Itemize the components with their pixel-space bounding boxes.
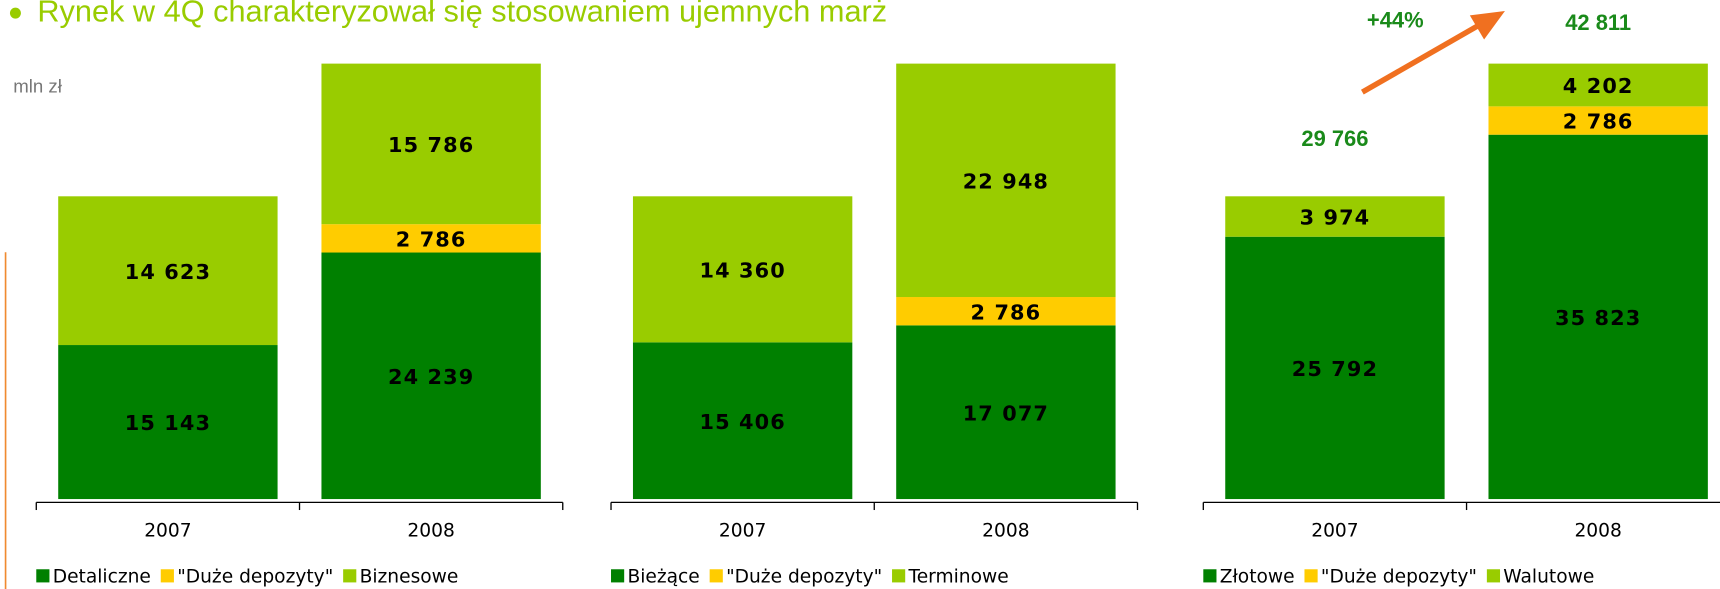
legend-label: Biznesowe — [360, 566, 459, 587]
legend-swatch — [1203, 569, 1217, 583]
bar-segment — [1488, 134, 1708, 500]
bar-segment — [321, 224, 541, 253]
unit-label: mln zł — [13, 76, 62, 97]
growth-arrow — [1360, 21, 1483, 95]
bar-segment — [321, 252, 541, 500]
bar-segment — [632, 196, 853, 343]
value-label: 14 623 — [125, 260, 211, 284]
legend-swatch — [1304, 569, 1318, 583]
value-label: 15 143 — [125, 411, 211, 435]
legend-swatch — [611, 569, 625, 583]
growth-annotation: +44% — [1367, 8, 1424, 33]
value-label: 15 406 — [699, 410, 785, 434]
value-label: 15 786 — [388, 133, 474, 157]
value-label: 24 239 — [388, 365, 474, 389]
x-tick-label: 2008 — [407, 520, 454, 541]
arrow-head — [1469, 10, 1505, 40]
x-tick-label: 2007 — [719, 520, 766, 541]
legend-label: "Duże depozyty" — [726, 566, 882, 587]
legend-swatch — [160, 569, 174, 583]
bar-segment — [896, 63, 1116, 298]
legend-swatch — [709, 569, 723, 583]
x-tick-label: 2007 — [144, 520, 191, 541]
bar-segment — [896, 297, 1116, 326]
value-label: 22 948 — [963, 170, 1049, 194]
value-label: 25 792 — [1292, 357, 1378, 381]
bar-segment — [896, 325, 1116, 500]
slide-title: Rynek w 4Q charakteryzował się stosowani… — [37, 0, 887, 28]
bar-segment — [58, 345, 278, 500]
bar-segment — [1225, 196, 1445, 237]
bar-segment — [1488, 106, 1708, 135]
legend-swatch — [1486, 569, 1501, 583]
bar-segment — [1225, 236, 1445, 500]
bar-segment — [321, 63, 541, 225]
x-tick-label: 2008 — [982, 520, 1029, 541]
total-label: 42 811 — [1565, 10, 1631, 35]
x-tick-label: 2008 — [1574, 520, 1621, 541]
legend-swatch — [892, 569, 906, 583]
value-label: 17 077 — [963, 401, 1049, 425]
legend-label: Złotowe — [1220, 566, 1295, 587]
value-label: 3 974 — [1300, 206, 1371, 230]
value-label: 2 786 — [1563, 110, 1634, 134]
value-label: 2 786 — [971, 300, 1042, 324]
legend-label: Terminowe — [907, 566, 1008, 587]
legend-label: Bieżące — [627, 566, 699, 587]
value-label: 2 786 — [396, 228, 467, 252]
total-label: 29 766 — [1301, 126, 1368, 151]
legend-swatch — [343, 569, 357, 583]
x-tick-label: 2007 — [1311, 520, 1358, 541]
value-label: 14 360 — [699, 259, 785, 283]
value-label: 35 823 — [1555, 306, 1641, 330]
legend-swatch — [36, 569, 50, 583]
legend-label: "Duże depozyty" — [1321, 566, 1477, 587]
bar-segment — [58, 196, 278, 346]
legend-label: Detaliczne — [53, 566, 151, 587]
legend-label: Walutowe — [1503, 566, 1594, 587]
legend-label: "Duże depozyty" — [177, 566, 333, 587]
value-label: 4 202 — [1563, 74, 1634, 98]
bullet — [9, 7, 21, 19]
bar-segment — [1488, 63, 1708, 107]
bar-segment — [632, 342, 853, 500]
